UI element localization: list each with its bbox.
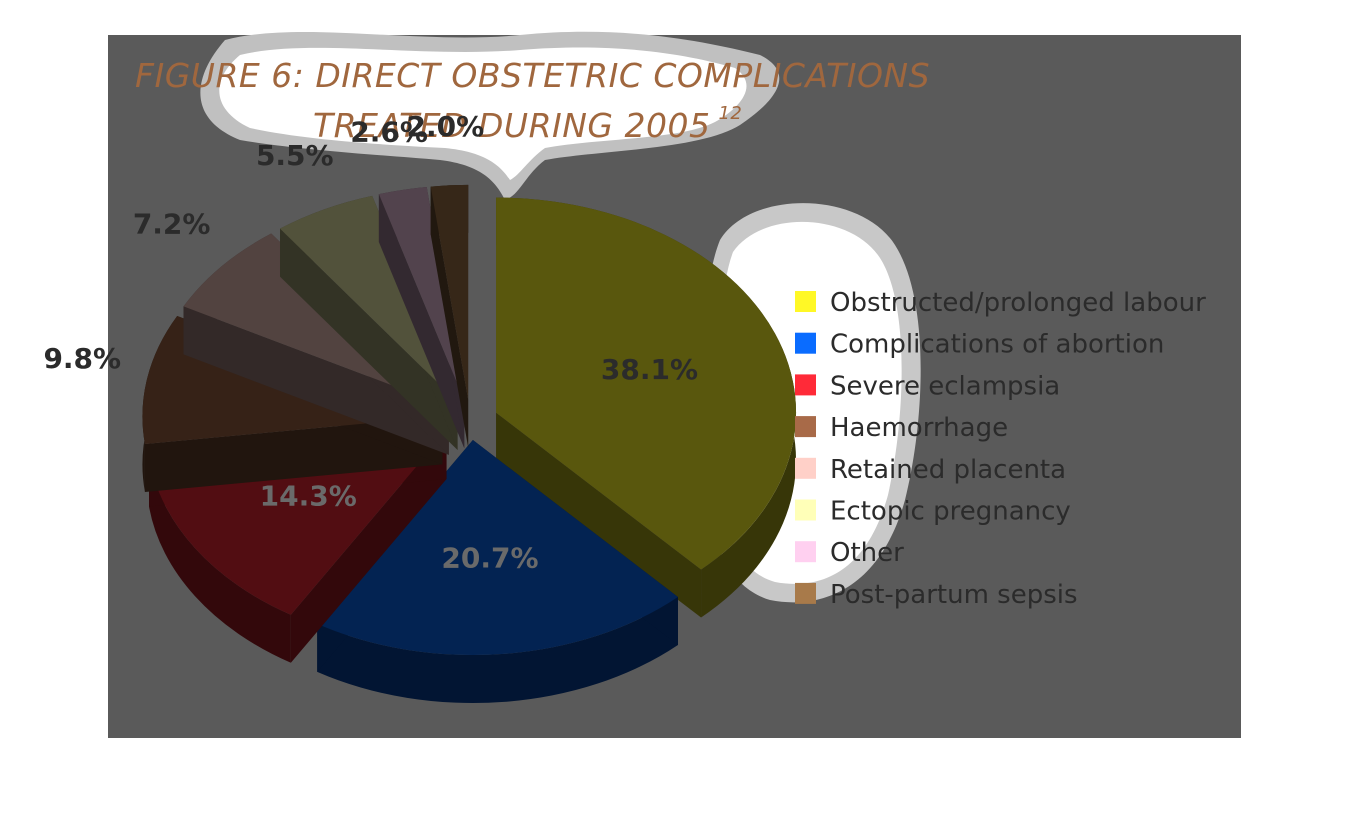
pie-slice-6 bbox=[378, 186, 465, 401]
pie-slice-wall-a-4 bbox=[183, 306, 449, 455]
pie-slice-wall-b-0 bbox=[496, 412, 702, 618]
pie-slice-7 bbox=[430, 184, 469, 400]
pie-slices-group bbox=[142, 184, 797, 704]
chart-title-line2-text: TREATED DURING 2005 bbox=[313, 106, 710, 145]
legend-swatch-4 bbox=[795, 457, 816, 479]
legend-swatch-6 bbox=[795, 541, 816, 563]
pie-slice-1 bbox=[317, 440, 678, 656]
legend-label-0: Obstructed/prolonged labour bbox=[830, 288, 1206, 318]
pie-label-7: 2.0% bbox=[406, 110, 484, 143]
legend-swatch-5 bbox=[795, 499, 816, 521]
legend-swatch-1 bbox=[795, 332, 816, 354]
pie-labels-group: 38.1% 20.7% 14.3% 9.8% 7.2% 5.5% 2.6%2.0% bbox=[43, 110, 698, 575]
legend-swatch-7 bbox=[795, 582, 816, 604]
legend-label-7: Post-partum sepsis bbox=[830, 580, 1078, 610]
pie-slice-wall-a-2 bbox=[290, 430, 447, 663]
pie-label-3: 9.8% bbox=[43, 342, 121, 375]
chart-title-line2: TREATED DURING 2005 12 bbox=[313, 103, 742, 145]
pie-slice-5 bbox=[279, 195, 458, 402]
pie-slice-0 bbox=[496, 197, 797, 570]
legend-label-5: Ectopic pregnancy bbox=[830, 497, 1071, 527]
pie-label-2: 14.3% bbox=[260, 479, 357, 512]
pie-label-6: 2.6% bbox=[350, 116, 428, 149]
pie-label-0: 38.1% bbox=[601, 353, 698, 386]
pie-slice-wall-a-6 bbox=[378, 194, 465, 449]
chart-title-line1: FIGURE 6: DIRECT OBSTETRIC COMPLICATIONS bbox=[135, 56, 930, 95]
pie-slice-wall-a-7 bbox=[430, 186, 469, 448]
title-cloud bbox=[200, 31, 780, 200]
legend-swatch-3 bbox=[795, 416, 816, 438]
pie-label-1: 20.7% bbox=[441, 542, 538, 575]
pie-slice-side-2 bbox=[149, 458, 291, 663]
pie-label-5: 5.5% bbox=[256, 139, 334, 172]
legend-label-3: Haemorrhage bbox=[830, 413, 1008, 443]
legend-label-1: Complications of abortion bbox=[830, 330, 1164, 360]
legend: Obstructed/prolonged labour Complications… bbox=[795, 288, 1206, 610]
legend-swatch-2 bbox=[795, 374, 816, 396]
pie-label-4: 7.2% bbox=[133, 208, 211, 241]
pie-slice-side-1 bbox=[317, 597, 678, 704]
legend-swatch-0 bbox=[795, 291, 816, 312]
legend-label-4: Retained placenta bbox=[830, 455, 1066, 485]
chart-title-superscript: 12 bbox=[718, 103, 742, 124]
pie-slice-wall-a-5 bbox=[279, 228, 458, 450]
legend-label-6: Other bbox=[830, 538, 904, 568]
legend-label-2: Severe eclampsia bbox=[830, 371, 1060, 401]
